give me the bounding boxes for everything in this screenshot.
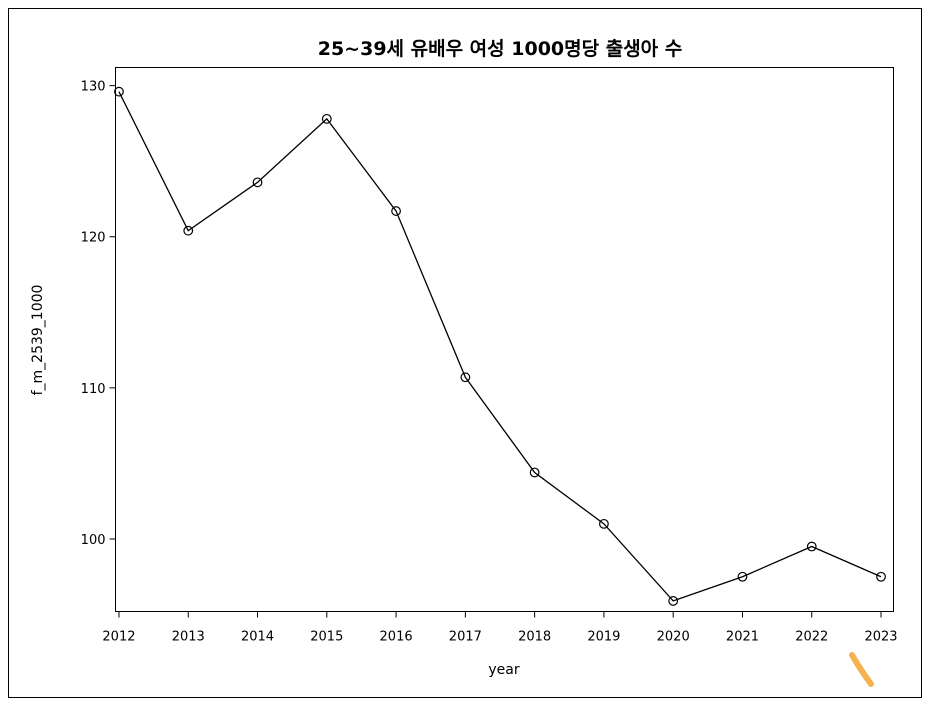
x-tick-label: 2021 bbox=[726, 630, 759, 645]
data-point-marker bbox=[321, 113, 332, 124]
data-point-marker bbox=[183, 225, 194, 236]
outer-border bbox=[8, 8, 922, 698]
data-point-marker bbox=[529, 467, 540, 478]
x-axis-label: year bbox=[488, 662, 519, 678]
x-tick-label: 2015 bbox=[310, 630, 343, 645]
series-group bbox=[114, 86, 886, 606]
data-point-marker bbox=[806, 541, 817, 552]
y-axis: 100 110 120 130 bbox=[81, 80, 116, 548]
y-tick-label: 100 bbox=[81, 533, 106, 548]
data-point-marker bbox=[460, 372, 471, 383]
loading-spinner-icon bbox=[849, 652, 874, 687]
data-point-marker bbox=[391, 206, 401, 216]
data-point-marker bbox=[668, 596, 679, 606]
x-axis: 2012 2013 2014 2015 2016 2017 2018 2019 2020 2021… bbox=[102, 611, 898, 645]
x-tick-label: 2019 bbox=[587, 630, 620, 645]
y-axis-label: f_m_2539_1000 bbox=[30, 285, 46, 396]
data-point-marker bbox=[252, 177, 263, 188]
data-point-marker bbox=[876, 571, 886, 582]
y-tick-label: 130 bbox=[81, 80, 106, 95]
x-tick-label: 2018 bbox=[518, 630, 551, 645]
plot-area bbox=[115, 67, 894, 612]
data-point-marker bbox=[737, 571, 748, 582]
x-tick-label: 2017 bbox=[449, 630, 482, 645]
data-point-marker bbox=[114, 86, 124, 97]
x-tick-label: 2022 bbox=[795, 630, 828, 645]
x-tick-label: 2020 bbox=[657, 630, 690, 645]
data-point-marker bbox=[599, 518, 609, 529]
series-line bbox=[118, 91, 882, 602]
chart-title: 25~39세 유배우 여성 1000명당 출생아 수 bbox=[318, 38, 683, 60]
x-tick-label: 2023 bbox=[864, 630, 897, 645]
y-tick-label: 110 bbox=[81, 382, 106, 397]
x-tick-label: 2014 bbox=[241, 630, 274, 645]
x-tick-label: 2012 bbox=[102, 630, 135, 645]
x-tick-label: 2016 bbox=[380, 630, 413, 645]
y-tick-label: 120 bbox=[81, 231, 106, 246]
x-tick-label: 2013 bbox=[172, 630, 205, 645]
